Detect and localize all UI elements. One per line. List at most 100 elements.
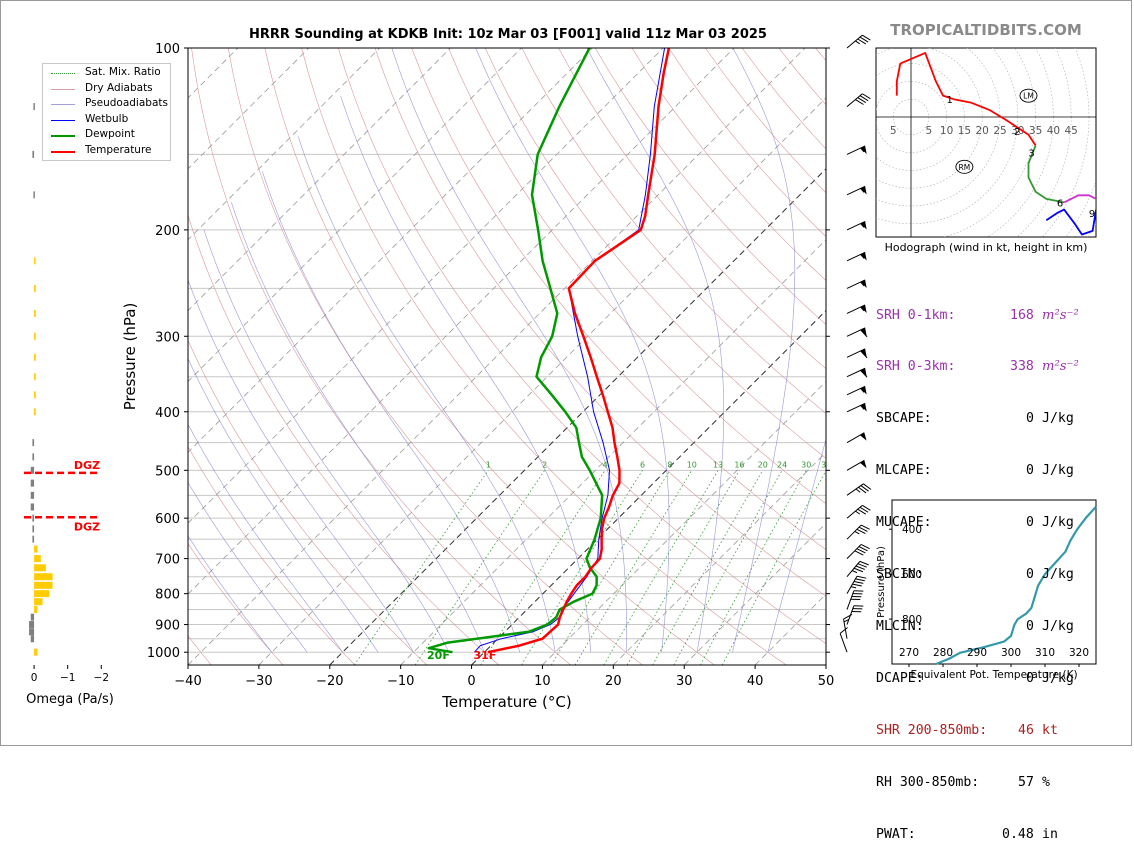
omega-bar [31, 635, 34, 642]
mixing-ratio-line [627, 470, 739, 665]
wind-barb-staff [847, 591, 854, 610]
omega-bar [34, 310, 36, 317]
x-tick-label: 20 [605, 674, 622, 689]
y-tick-label: 500 [155, 464, 180, 479]
legend-item-dewpoint: Dewpoint [51, 128, 169, 144]
wind-barb-half-feather [856, 488, 860, 493]
mixing-ratio-line [415, 470, 545, 665]
moist-adiabat [156, 278, 378, 653]
temperature-line [488, 48, 669, 652]
x-tick-label: 10 [534, 674, 551, 689]
x-tick-label: −20 [316, 674, 343, 689]
moist-adiabat [204, 230, 449, 652]
moist-adiabat [298, 136, 555, 652]
legend-item-pseudoadiabats: Pseudoadiabats [51, 97, 169, 113]
wind-barb-feather [852, 594, 861, 600]
wind-barb-staff [847, 433, 864, 443]
omega-bar [34, 649, 37, 656]
dry-adiabat [375, 48, 930, 665]
hodograph-ring-label: 45 [1065, 125, 1078, 137]
mixing-ratio-line [722, 470, 826, 665]
omega-bar [34, 598, 42, 605]
mixing-ratio-label: 8 [667, 460, 672, 469]
wind-barb [847, 33, 870, 55]
x-tick-label: 0 [467, 674, 475, 689]
wind-barb [847, 368, 869, 385]
wind-barb [847, 252, 869, 268]
wind-barb [847, 221, 869, 237]
moist-adiabat [93, 341, 272, 653]
wind-barb-staff [847, 94, 862, 107]
legend-item-wetbulb: Wetbulb [51, 113, 169, 129]
mixing-ratio-label: 1 [486, 460, 491, 469]
moist-adiabat [231, 202, 484, 652]
omega-bar [31, 614, 34, 621]
hodograph-caption: Hodograph (wind in kt, height in km) [876, 241, 1096, 254]
wind-barb-feather [853, 606, 862, 612]
y-tick-label: 600 [155, 512, 180, 527]
wind-barb [847, 328, 869, 345]
wind-barb [847, 305, 869, 321]
wind-barb [847, 542, 870, 565]
omega-bar [29, 621, 34, 628]
wind-barb [847, 433, 868, 450]
x-axis-label: Temperature (°C) [441, 693, 571, 711]
wind-barb-feather [853, 591, 862, 597]
legend-item-mixing-ratio: Sat. Mix. Ratio [51, 66, 169, 82]
hodograph-ring-label: 35 [1029, 125, 1042, 137]
param-rh-300-850: RH 300-850mb:57% [876, 774, 1096, 791]
omega-bar [32, 536, 34, 543]
wind-barb [839, 628, 855, 653]
x-tick-label: −30 [245, 674, 272, 689]
mixing-ratio-label: 6 [640, 460, 645, 469]
omega-bar [34, 391, 36, 398]
surface-temperature-label: 31F [473, 649, 496, 662]
legend-item-dry-adiabats: Dry Adiabats [51, 82, 169, 98]
omega-bar [32, 151, 34, 158]
moist-adiabat [392, 48, 627, 652]
omega-bar [34, 606, 37, 613]
dry-adiabat [265, 48, 715, 665]
dry-adiabat [192, 48, 571, 665]
wind-barb-feather [854, 588, 863, 594]
x-tick-label: 30 [676, 674, 693, 689]
hodograph-height-label: 6 [1057, 198, 1063, 209]
wind-barb [847, 146, 869, 162]
omega-bar [34, 590, 49, 597]
wind-barb-feather [839, 628, 848, 634]
wind-barb [847, 403, 869, 419]
omega-bar [34, 582, 52, 589]
mixing-ratio-line [700, 470, 806, 665]
wind-barb-feather [852, 609, 861, 615]
isotherm-line [259, 48, 876, 665]
omega-tick-label: 0 [31, 672, 38, 684]
omega-bar [33, 103, 35, 110]
wind-barb-feather [851, 596, 860, 602]
wind-barb [847, 460, 868, 477]
hodograph-height-label: 9 [1089, 209, 1095, 220]
omega-axis-label: Omega (Pa/s) [26, 692, 114, 707]
omega-bar [31, 480, 34, 487]
mixing-ratio-label: 10 [687, 460, 697, 469]
wind-barb [847, 482, 871, 503]
omega-bar [32, 439, 34, 446]
wind-barb-staff [840, 633, 847, 652]
dewpoint-line [429, 48, 602, 652]
mixing-ratio-label: 20 [758, 460, 768, 469]
isotherm-line [0, 48, 25, 665]
wind-barb-feather [843, 614, 852, 619]
x-tick-label: −10 [387, 674, 414, 689]
omega-bar [34, 555, 41, 562]
isotherm-line [188, 48, 805, 665]
y-axis-label: Pressure (hPa) [121, 303, 139, 411]
y-tick-label: 100 [155, 42, 180, 57]
hodograph-ring-label: 40 [1047, 125, 1060, 137]
y-tick-label: 200 [155, 224, 180, 239]
y-tick-label: 800 [155, 588, 180, 603]
mixing-ratio-label: 2 [542, 460, 547, 469]
